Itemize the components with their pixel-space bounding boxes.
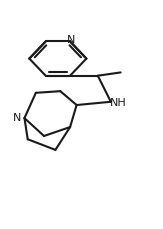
Text: NH: NH bbox=[110, 97, 126, 107]
Text: N: N bbox=[67, 35, 75, 45]
Text: N: N bbox=[12, 113, 21, 123]
